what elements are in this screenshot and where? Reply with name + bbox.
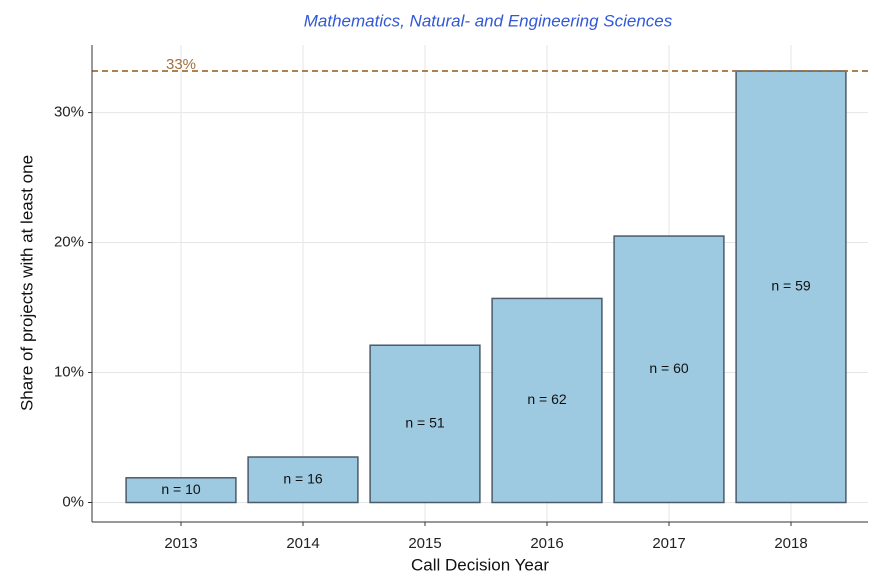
x-tick-label: 2016 (530, 535, 563, 552)
y-tick-label: 30% (54, 104, 84, 121)
bar-label: n = 60 (649, 360, 689, 376)
chart-title: Mathematics, Natural- and Engineering Sc… (304, 11, 673, 30)
bar-label: n = 62 (527, 391, 567, 407)
bar-label: n = 51 (405, 415, 445, 431)
y-tick-label: 20% (54, 234, 84, 251)
y-tick-label: 10% (54, 364, 84, 381)
x-tick-label: 2018 (774, 535, 807, 552)
y-axis-title: Share of projects with at least one (17, 155, 36, 411)
bar (491, 297, 603, 504)
bar-label: n = 10 (161, 481, 201, 497)
x-tick-label: 2015 (408, 535, 441, 552)
bar (613, 235, 725, 504)
bar (247, 456, 359, 504)
x-tick-label: 2014 (286, 535, 319, 552)
bar (125, 477, 237, 504)
x-tick-label: 2017 (652, 535, 685, 552)
bar-label: n = 16 (283, 470, 323, 486)
bar (369, 344, 481, 504)
x-axis-title: Call Decision Year (411, 555, 549, 574)
x-tick-label: 2013 (164, 535, 197, 552)
bar-label: n = 59 (771, 277, 811, 293)
y-tick-label: 0% (62, 493, 84, 510)
bar (735, 70, 847, 504)
reference-label: 33% (166, 56, 196, 73)
